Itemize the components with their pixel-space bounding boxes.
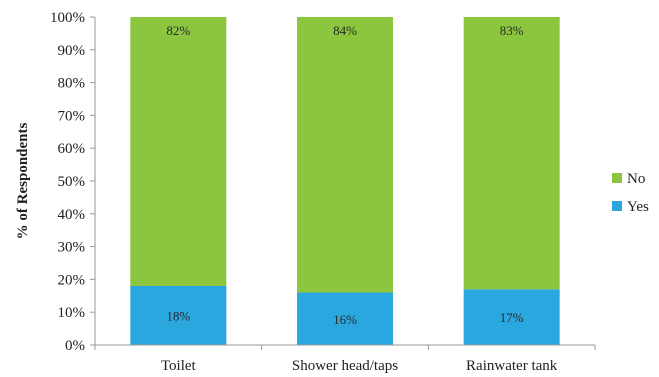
legend: No Yes bbox=[612, 171, 649, 215]
bar-yes bbox=[297, 292, 393, 345]
bar-no bbox=[297, 17, 393, 293]
data-label-no: 84% bbox=[333, 23, 357, 38]
bars: 18% 82% 16% 84% 17% 83% bbox=[130, 17, 560, 345]
y-tick-label: 0% bbox=[65, 338, 85, 354]
data-label-yes: 16% bbox=[333, 312, 357, 327]
legend-label-yes: Yes bbox=[627, 199, 649, 215]
legend-label-no: No bbox=[627, 171, 645, 187]
y-tick-label: 100% bbox=[50, 10, 85, 26]
legend-swatch-yes bbox=[612, 201, 622, 211]
data-label-no: 83% bbox=[500, 23, 524, 38]
legend-swatch-no bbox=[612, 173, 622, 183]
x-tick-label: Shower head/taps bbox=[292, 358, 398, 374]
y-tick-label: 80% bbox=[58, 76, 86, 92]
data-label-yes: 18% bbox=[166, 308, 190, 323]
x-axis: Toilet Shower head/taps Rainwater tank bbox=[94, 344, 596, 374]
y-tick-label: 10% bbox=[58, 305, 86, 321]
bar-yes bbox=[130, 285, 227, 345]
data-label-yes: 17% bbox=[500, 310, 524, 325]
bar-no bbox=[130, 17, 227, 286]
data-label-no: 82% bbox=[166, 23, 190, 38]
y-tick-label: 70% bbox=[58, 108, 86, 124]
y-tick-label: 60% bbox=[58, 141, 86, 157]
bar-yes bbox=[463, 289, 560, 345]
bar-no bbox=[463, 17, 560, 290]
x-tick-label: Rainwater tank bbox=[466, 358, 558, 374]
x-tick-label: Toilet bbox=[161, 358, 197, 374]
y-tick-label: 20% bbox=[58, 272, 86, 288]
y-axis-title-group: % of Respondents bbox=[15, 122, 31, 239]
y-tick-label: 30% bbox=[58, 240, 86, 256]
y-tick-label: 40% bbox=[58, 207, 86, 223]
y-tick-label: 90% bbox=[58, 43, 86, 59]
y-axis-title: % of Respondents bbox=[15, 122, 31, 239]
y-axis: 0% 10% 20% 30% 40% 50% 60% 70% 80% 90% 100% bbox=[50, 10, 96, 354]
y-tick-label: 50% bbox=[58, 174, 86, 190]
